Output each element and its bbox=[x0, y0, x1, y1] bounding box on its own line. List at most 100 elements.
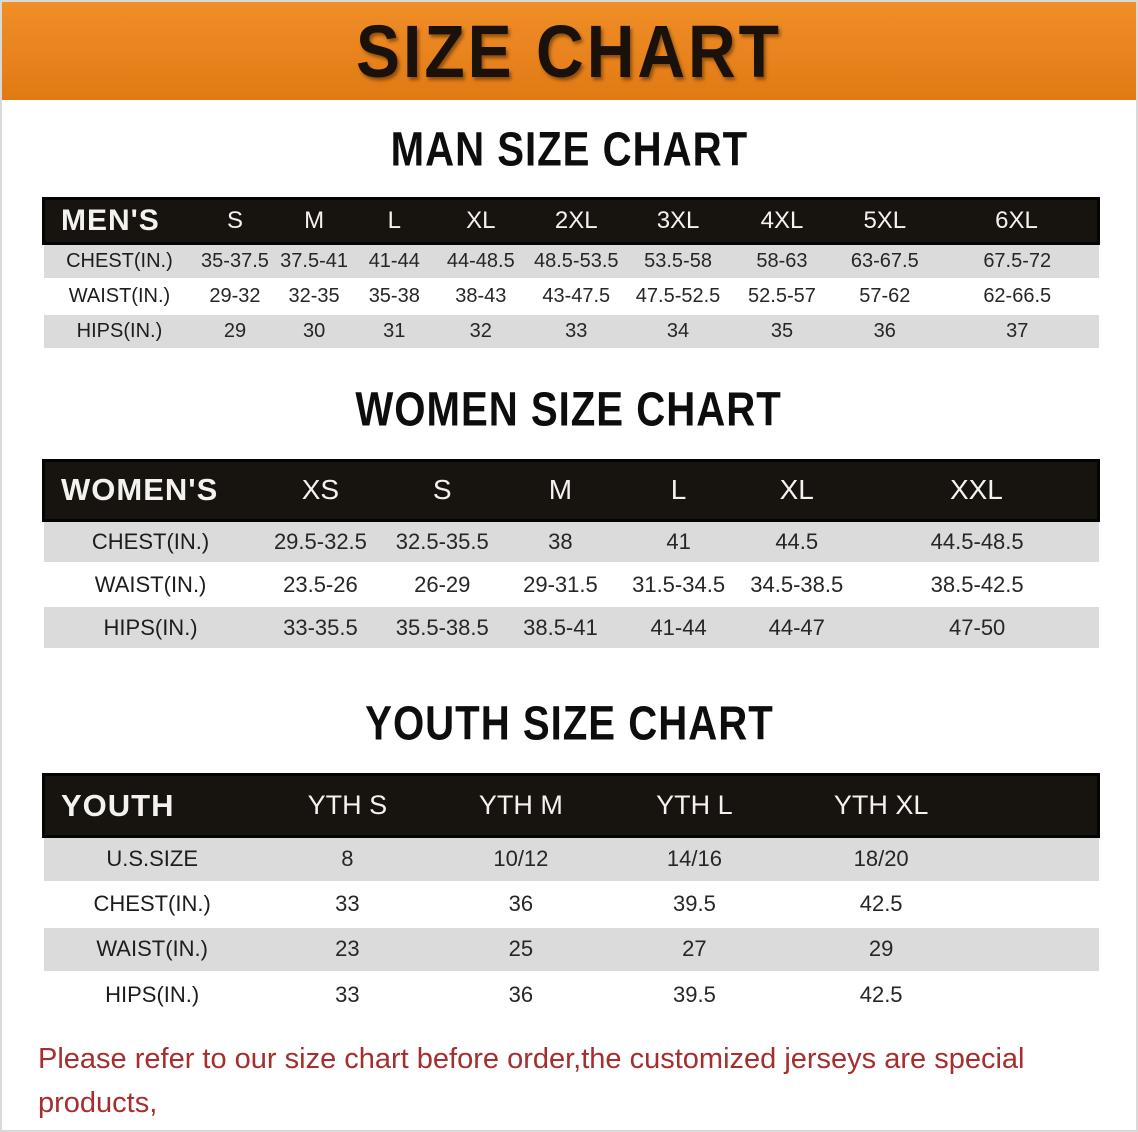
women-table-header-row: WOMEN'S XS S M L XL XXL bbox=[43, 460, 1099, 520]
men-table-header-row: MEN'S S M L XL 2XL 3XL 4XL 5XL 6XL bbox=[43, 198, 1099, 244]
size-value-cell: 35-38 bbox=[368, 284, 420, 307]
size-value-cell: 37 bbox=[1006, 319, 1029, 342]
size-column-header: 6XL bbox=[995, 207, 1038, 234]
size-value-cell: 62-66.5 bbox=[983, 284, 1052, 307]
size-value-cell: 27 bbox=[682, 936, 707, 961]
size-column-header: L bbox=[670, 474, 687, 505]
measure-label-cell: WAIST(IN.) bbox=[94, 571, 207, 597]
women-section-heading-text: WOMEN SIZE CHART bbox=[355, 381, 783, 436]
size-value-cell: 44.5-48.5 bbox=[930, 528, 1024, 554]
size-value-cell: 18/20 bbox=[853, 846, 909, 872]
size-column-header: XXL bbox=[949, 474, 1003, 505]
size-value-cell: 41-44 bbox=[368, 249, 420, 272]
size-value-cell: 35-37.5 bbox=[201, 249, 269, 272]
size-value-cell: 31 bbox=[383, 319, 406, 342]
size-column-header: 4XL bbox=[760, 207, 804, 234]
size-value-cell: 35.5-38.5 bbox=[395, 614, 489, 640]
spacer-cell bbox=[981, 775, 1098, 837]
men-size-table: MEN'S S M L XL 2XL 3XL 4XL 5XL 6XL CHEST… bbox=[42, 197, 1100, 350]
measure-label-cell: U.S.SIZE bbox=[106, 846, 198, 872]
size-value-cell: 29.5-32.5 bbox=[273, 528, 367, 554]
youth-size-table: YOUTH YTH S YTH M YTH L YTH XL U.S.SIZE … bbox=[42, 773, 1100, 1017]
size-column-header: YTH S bbox=[307, 790, 388, 820]
size-value-cell: 33-35.5 bbox=[283, 614, 358, 640]
size-value-cell: 29 bbox=[868, 936, 894, 961]
size-value-cell: 44-47 bbox=[768, 614, 825, 640]
size-value-cell: 8 bbox=[341, 846, 354, 872]
size-column-header: 2XL bbox=[554, 207, 598, 234]
banner: SIZE CHART bbox=[2, 2, 1136, 100]
measure-label-cell: CHEST(IN.) bbox=[91, 528, 210, 554]
size-column-header: L bbox=[387, 207, 401, 234]
measure-label-cell: CHEST(IN.) bbox=[93, 891, 211, 916]
size-value-cell: 35 bbox=[770, 319, 794, 342]
size-value-cell: 41 bbox=[666, 528, 691, 554]
disclaimer-note: Please refer to our size chart before or… bbox=[2, 1037, 1136, 1131]
size-column-header: YTH L bbox=[656, 790, 733, 820]
size-value-cell: 43-47.5 bbox=[542, 284, 611, 307]
size-value-cell: 63-67.5 bbox=[850, 249, 919, 272]
men-table-label: MEN'S bbox=[61, 204, 160, 237]
table-row: HIPS(IN.) 29 30 31 32 33 34 35 36 37 bbox=[43, 313, 1099, 349]
size-value-cell: 36 bbox=[873, 319, 896, 342]
size-value-cell: 44-48.5 bbox=[446, 249, 515, 272]
table-row: WAIST(IN.) 23 25 27 29 bbox=[43, 926, 1099, 972]
size-value-cell: 23 bbox=[335, 936, 360, 961]
size-column-header: 5XL bbox=[863, 207, 907, 234]
spacer-cell bbox=[981, 927, 1098, 972]
size-value-cell: 42.5 bbox=[859, 981, 903, 1007]
size-value-cell: 29 bbox=[223, 319, 247, 342]
size-value-cell: 39.5 bbox=[673, 891, 716, 916]
size-column-header: XL bbox=[779, 474, 814, 505]
table-row: HIPS(IN.) 33-35.5 35.5-38.5 38.5-41 41-4… bbox=[43, 606, 1099, 649]
spacer-cell bbox=[981, 882, 1098, 927]
size-column-header: 3XL bbox=[656, 207, 700, 234]
size-value-cell: 42.5 bbox=[859, 891, 903, 916]
size-value-cell: 38.5-42.5 bbox=[930, 571, 1024, 597]
size-column-header: S bbox=[226, 207, 243, 234]
size-value-cell: 34.5-38.5 bbox=[750, 571, 844, 597]
women-section-heading: WOMEN SIZE CHART bbox=[2, 381, 1136, 435]
measure-label-cell: WAIST(IN.) bbox=[68, 284, 171, 307]
size-value-cell: 38-43 bbox=[455, 284, 507, 307]
size-value-cell: 25 bbox=[508, 936, 534, 961]
size-value-cell: 47-50 bbox=[949, 614, 1006, 640]
size-column-header: YTH XL bbox=[833, 790, 929, 820]
size-value-cell: 47.5-52.5 bbox=[635, 284, 721, 307]
size-value-cell: 23.5-26 bbox=[283, 571, 358, 597]
size-value-cell: 33 bbox=[335, 981, 360, 1007]
table-row: WAIST(IN.) 23.5-26 26-29 29-31.5 31.5-34… bbox=[44, 563, 1099, 606]
size-value-cell: 48.5-53.5 bbox=[533, 249, 619, 272]
size-column-header: M bbox=[548, 474, 573, 505]
size-value-cell: 52.5-57 bbox=[748, 284, 816, 307]
size-value-cell: 10/12 bbox=[493, 846, 549, 872]
size-value-cell: 32.5-35.5 bbox=[395, 528, 489, 554]
youth-section-heading-text: YOUTH SIZE CHART bbox=[364, 695, 774, 751]
size-value-cell: 39.5 bbox=[673, 981, 716, 1007]
size-value-cell: 57-62 bbox=[859, 284, 911, 307]
size-value-cell: 38 bbox=[548, 528, 573, 554]
measure-label-cell: HIPS(IN.) bbox=[103, 614, 198, 640]
banner-title: SIZE CHART bbox=[356, 9, 782, 93]
women-size-table: WOMEN'S XS S M L XL XXL CHEST(IN.) 29.5-… bbox=[42, 459, 1100, 651]
size-value-cell: 53.5-58 bbox=[644, 249, 712, 272]
size-value-cell: 67.5-72 bbox=[983, 249, 1052, 272]
men-section-heading: MAN SIZE CHART bbox=[2, 122, 1136, 176]
size-column-header: YTH M bbox=[478, 790, 563, 820]
youth-table-header-row: YOUTH YTH S YTH M YTH L YTH XL bbox=[43, 774, 1099, 837]
size-value-cell: 29-31.5 bbox=[523, 571, 598, 597]
measure-label-cell: WAIST(IN.) bbox=[96, 936, 208, 961]
size-value-cell: 34 bbox=[666, 319, 690, 342]
measure-label-cell: HIPS(IN.) bbox=[76, 319, 163, 342]
measure-label-cell: CHEST(IN.) bbox=[66, 249, 173, 272]
measure-label-cell: HIPS(IN.) bbox=[105, 981, 200, 1007]
size-value-cell: 26-29 bbox=[414, 571, 471, 597]
size-value-cell: 38.5-41 bbox=[523, 614, 598, 640]
men-section-heading-text: MAN SIZE CHART bbox=[390, 121, 748, 177]
size-value-cell: 44.5 bbox=[775, 528, 819, 554]
size-column-header: M bbox=[304, 207, 325, 234]
size-value-cell: 33 bbox=[335, 891, 360, 916]
table-row: CHEST(IN.) 35-37.5 37.5-41 41-44 44-48.5… bbox=[43, 243, 1099, 279]
table-row: HIPS(IN.) 33 36 39.5 42.5 bbox=[44, 972, 1099, 1017]
